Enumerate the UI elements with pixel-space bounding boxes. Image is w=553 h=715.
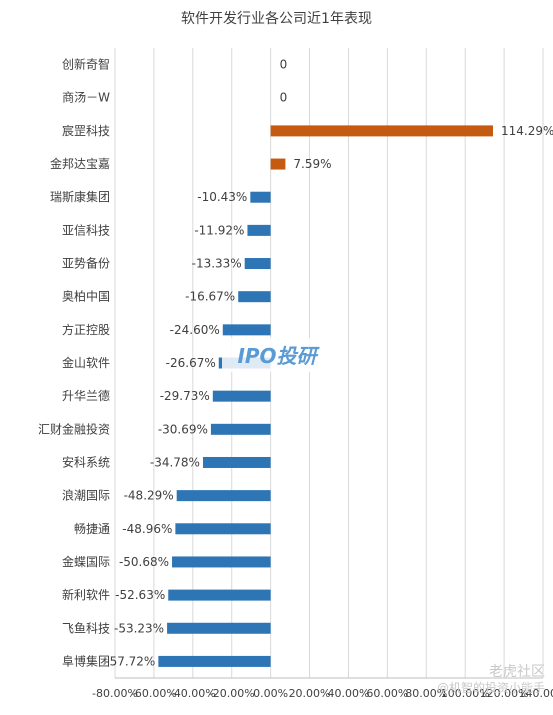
bar <box>270 158 286 170</box>
x-tick-label: 0.00% <box>253 687 288 700</box>
bar <box>247 224 271 236</box>
data-label: -53.23% <box>114 621 164 635</box>
category-label: 畅捷通 <box>74 522 110 536</box>
bar <box>202 456 271 468</box>
bar <box>210 423 271 435</box>
data-label: -48.29% <box>124 489 174 503</box>
category-label: 宸罡科技 <box>62 123 110 138</box>
data-label: -11.92% <box>194 223 244 237</box>
data-label: 0 <box>280 91 288 105</box>
data-label: -52.63% <box>115 588 165 602</box>
category-label: 浪潮国际 <box>62 488 110 503</box>
category-label: 方正控股 <box>62 322 110 337</box>
data-label: -48.96% <box>122 522 172 536</box>
data-label: -50.68% <box>119 555 169 569</box>
category-label: 商汤－W <box>62 90 110 105</box>
bar <box>250 191 271 203</box>
category-label: 金邦达宝嘉 <box>50 156 110 171</box>
footer-watermark-main: 老虎社区 <box>489 664 545 680</box>
x-tick-label: 140.00% <box>519 687 553 700</box>
data-label: -16.67% <box>185 290 235 304</box>
category-label: 亚信科技 <box>62 223 110 237</box>
bar <box>176 490 271 502</box>
footer-watermark-sub: @机智的投资小能手 <box>436 681 545 695</box>
category-label: 汇财金融投资 <box>38 421 110 436</box>
data-label: 0 <box>280 58 288 72</box>
bar <box>168 589 271 601</box>
ipo-research-logo-watermark: IPO投研 <box>222 338 332 372</box>
x-tick-label: -40.00% <box>170 687 216 700</box>
x-tick-label: 100.00% <box>441 687 490 700</box>
x-tick-label: 120.00% <box>480 687 529 700</box>
data-label: -26.67% <box>166 356 216 370</box>
data-label: -24.60% <box>170 323 220 337</box>
x-tick-label: -20.00% <box>209 687 255 700</box>
category-label: 新利软件 <box>62 587 110 602</box>
bar <box>238 291 271 303</box>
footer-watermark: 老虎社区 @机智的投资小能手 <box>437 664 545 696</box>
x-tick-label: 20.00% <box>289 687 331 700</box>
bar <box>244 258 271 270</box>
bar <box>167 622 271 634</box>
data-label: 114.29% <box>501 124 553 138</box>
x-tick-label: -80.00% <box>92 687 138 700</box>
x-tick-label: 40.00% <box>327 687 369 700</box>
category-label: 亚势备份 <box>62 257 110 271</box>
bar <box>212 390 271 402</box>
data-label: -13.33% <box>192 257 242 271</box>
bar <box>222 324 271 336</box>
category-label: 创新奇智 <box>62 57 110 72</box>
bar <box>158 655 271 667</box>
bar <box>175 523 271 535</box>
svg-text:IPO投研: IPO投研 <box>237 344 320 368</box>
data-label: -34.78% <box>150 455 200 469</box>
data-label: -10.43% <box>197 190 247 204</box>
category-label: 金蝶国际 <box>62 554 110 569</box>
x-tick-label: -60.00% <box>131 687 177 700</box>
bar <box>172 556 271 568</box>
category-label: 升华兰德 <box>62 388 110 403</box>
bar <box>270 125 493 137</box>
x-tick-label: 80.00% <box>405 687 447 700</box>
x-tick-label: 60.00% <box>366 687 408 700</box>
data-label: 7.59% <box>293 157 331 171</box>
data-label: -29.73% <box>160 389 210 403</box>
category-label: 瑞斯康集团 <box>50 189 110 204</box>
category-label: 阜博集团 <box>62 653 110 668</box>
data-label: -57.72% <box>105 654 155 668</box>
category-label: 飞鱼科技 <box>62 621 110 635</box>
chart-title: 软件开发行业各公司近1年表现 <box>181 11 372 27</box>
category-label: 金山软件 <box>62 355 110 370</box>
category-label: 安科系统 <box>62 454 110 469</box>
category-label: 奥柏中国 <box>62 289 110 304</box>
data-label: -30.69% <box>158 422 208 436</box>
